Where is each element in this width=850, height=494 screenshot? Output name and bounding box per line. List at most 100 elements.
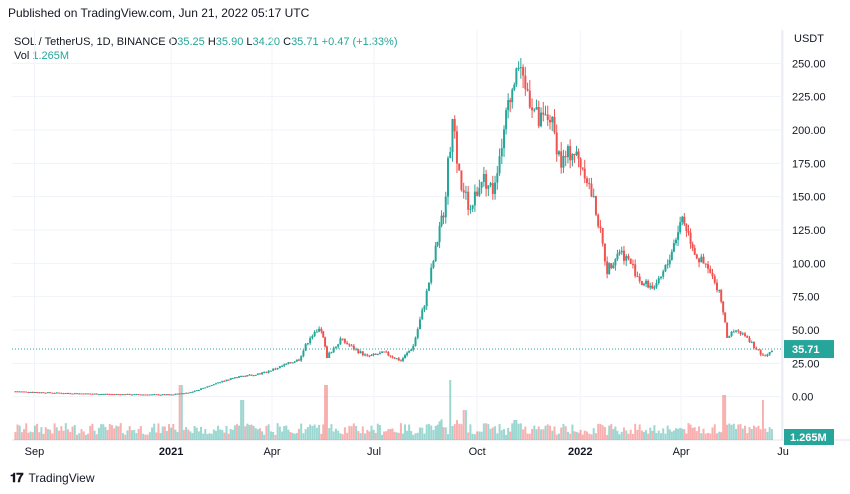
candle-body	[135, 394, 138, 396]
candle-body	[442, 215, 445, 218]
candle-body	[172, 394, 175, 396]
volume-bar	[515, 420, 518, 440]
legend-low: L34.20	[246, 36, 281, 48]
volume-bar	[647, 433, 650, 440]
candle-body	[93, 393, 96, 395]
candle-body	[494, 182, 497, 194]
footer-brand[interactable]: TradingView	[28, 471, 95, 485]
volume-bar	[174, 429, 177, 440]
volume-bar	[478, 431, 481, 440]
x-tick-label: Sep	[25, 446, 45, 458]
volume-bar	[91, 423, 94, 440]
candle-body	[304, 344, 307, 351]
volume-bar	[163, 426, 166, 440]
volume-legend: Vol 1.265M	[14, 50, 69, 62]
candle-body	[161, 394, 164, 396]
candle-body	[110, 394, 113, 396]
candle-body	[89, 393, 92, 395]
candle-body	[702, 256, 705, 264]
volume-bar	[451, 425, 454, 440]
volume-bar	[328, 428, 331, 440]
candle-body	[178, 393, 181, 395]
candle-body	[695, 254, 698, 259]
volume-bar	[642, 431, 645, 440]
volume-bar	[383, 431, 386, 440]
candle-body	[752, 342, 755, 348]
candle-body	[444, 196, 447, 218]
volume-bar	[720, 432, 723, 440]
volume-bar	[489, 428, 492, 440]
volume-bar	[269, 431, 272, 440]
candle-body	[223, 380, 226, 382]
volume-bar	[128, 426, 131, 440]
volume-bar	[555, 434, 558, 440]
candle-body	[97, 394, 100, 396]
volume-bar	[610, 424, 613, 440]
candle-body	[322, 331, 325, 338]
volume-bar	[603, 427, 606, 440]
volume-bar	[322, 424, 325, 440]
candle-body	[728, 335, 731, 338]
candle-body	[503, 129, 506, 149]
volume-tag	[784, 429, 834, 445]
candle-body	[332, 347, 335, 353]
symbol-name[interactable]: SOL / TetherUS, 1D, BINANCE	[14, 36, 166, 48]
volume-bar	[453, 424, 456, 440]
candle-body	[711, 272, 714, 277]
candle-body	[566, 146, 569, 158]
volume-tag-label: 1.265M	[790, 432, 827, 444]
candle-body	[467, 191, 470, 210]
volume-bar	[258, 428, 261, 440]
candle-body	[137, 394, 140, 396]
volume-bar	[53, 423, 56, 440]
candle-body	[668, 259, 671, 265]
volume-bar	[711, 427, 714, 440]
candle-body	[533, 109, 536, 111]
volume-bar	[31, 432, 34, 440]
volume-bar	[180, 385, 183, 440]
volume-bar	[631, 433, 634, 440]
volume-bar	[531, 429, 534, 440]
candle-body	[146, 394, 149, 396]
candle-body	[320, 328, 323, 332]
volume-bar	[427, 423, 430, 440]
candle-body	[642, 283, 645, 286]
candle-body	[713, 276, 716, 283]
volume-bar	[223, 432, 226, 440]
volume-bar	[304, 429, 307, 440]
candle-body	[655, 283, 658, 288]
volume-bar	[29, 431, 32, 440]
x-tick-label: 2022	[568, 446, 592, 458]
candle-body	[78, 393, 81, 395]
volume-bar	[487, 424, 490, 440]
candle-body	[491, 183, 494, 194]
volume-bar	[320, 433, 323, 440]
candle-body	[500, 148, 503, 157]
candle-body	[214, 383, 217, 385]
volume-bar	[634, 423, 637, 440]
y-tick-label: 125.00	[792, 225, 826, 237]
volume-bar	[225, 425, 228, 440]
volume-bar	[430, 425, 433, 440]
volume-bar	[82, 431, 85, 440]
volume-bar	[752, 425, 755, 440]
volume-bar	[739, 424, 742, 440]
candle-body	[726, 322, 729, 338]
candle-body	[730, 331, 733, 336]
volume-bar	[210, 433, 213, 440]
candle-body	[627, 256, 630, 259]
volume-bar	[256, 429, 259, 440]
candle-body	[562, 155, 565, 168]
volume-bar	[653, 425, 656, 440]
candle-body	[551, 116, 554, 123]
candle-body	[603, 243, 606, 262]
volume-bar	[399, 423, 402, 440]
candle-body	[311, 336, 314, 339]
volume-bar	[78, 433, 81, 440]
volume-bar	[387, 429, 390, 440]
published-caption: Published on TradingView.com, Jun 21, 20…	[8, 6, 310, 20]
candle-body	[324, 337, 327, 347]
volume-bar	[151, 427, 154, 440]
volume-bar	[548, 425, 551, 440]
